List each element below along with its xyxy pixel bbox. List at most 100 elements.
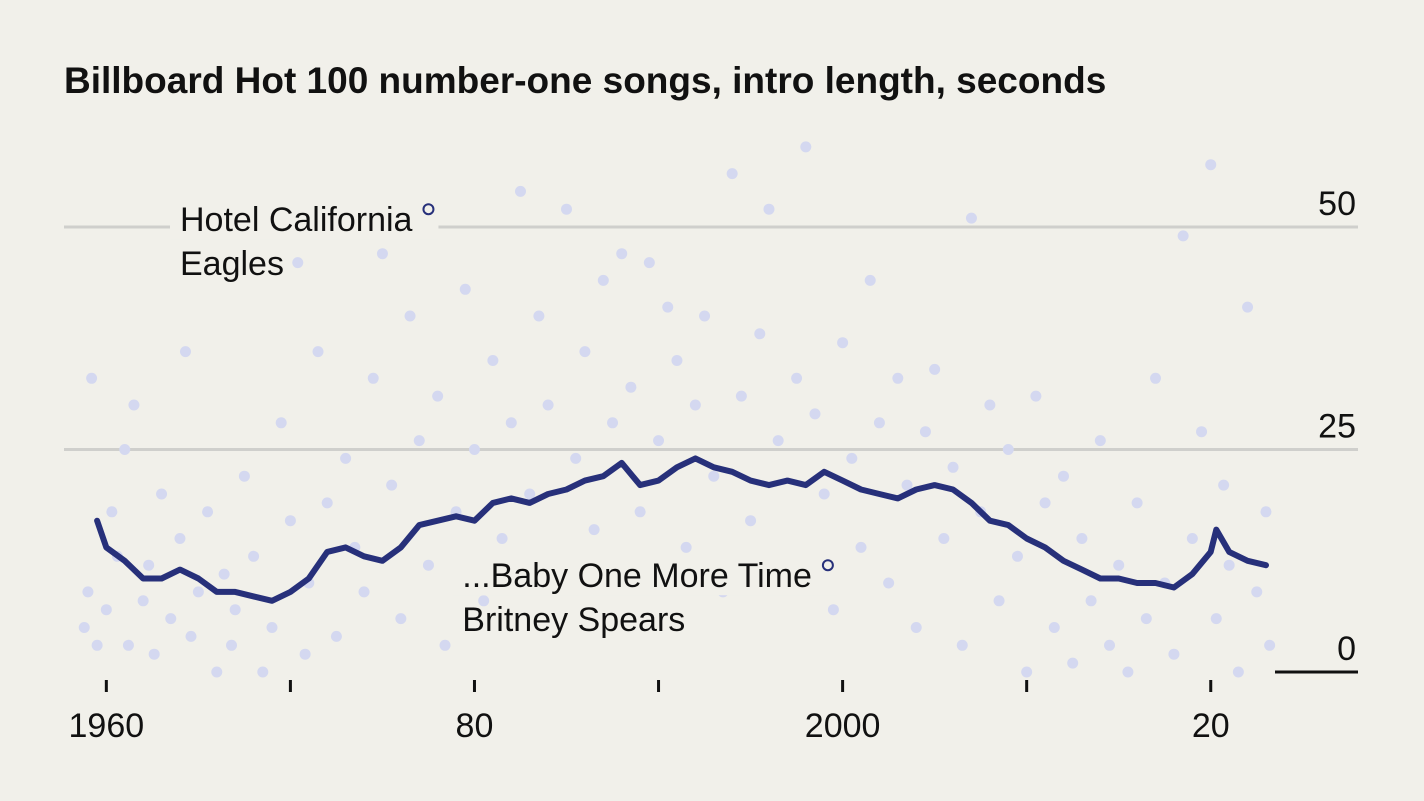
x-tick-label: 80 [456,707,494,745]
dot [496,533,508,544]
dot [745,515,757,527]
dot [1048,622,1060,633]
dot [597,274,609,286]
dot [413,435,425,447]
dot [1113,559,1125,571]
dot [257,666,269,678]
y-tick-label: 50 [1318,185,1356,223]
dot [1186,533,1198,544]
dot [643,257,655,269]
dot [671,355,683,366]
annotation-subtitle: Britney Spears [462,601,685,639]
dot [1104,639,1116,651]
dot [607,417,619,429]
dot [106,506,118,518]
dot [993,595,1005,607]
x-tick-label: 1960 [69,707,145,745]
dot [275,417,287,429]
dot [616,248,628,260]
dot [965,212,977,224]
dot [901,479,913,491]
dot [864,274,876,286]
dot [1131,497,1143,509]
dot [1168,648,1180,660]
dot [404,310,416,322]
dot [1260,506,1272,518]
dot [561,203,573,215]
dot [579,346,591,358]
dot [1030,390,1042,402]
dot [791,372,803,384]
dot [837,337,849,349]
dot [1140,613,1152,625]
dot [122,639,134,651]
dot [128,399,140,411]
dot [82,586,94,598]
dot [929,363,941,375]
dot [1150,372,1162,384]
dot [226,639,238,651]
dot [524,488,536,500]
dot [1094,435,1106,447]
dot [1057,470,1069,482]
annotation-title: Hotel California [180,201,413,239]
dot [763,203,775,215]
dot [1039,497,1051,509]
dot [662,301,674,313]
annotation-marker [422,203,435,216]
annotation-marker [821,559,834,572]
dot [827,604,839,616]
dot [570,452,582,464]
x-tick-label: 20 [1192,707,1230,745]
dot [358,586,370,598]
dot [468,444,480,455]
dot [1218,479,1230,491]
dot [156,488,168,500]
x-tick-label: 2000 [805,707,881,745]
dot [367,372,379,384]
dot [386,479,398,491]
dot [1076,533,1088,544]
dot [754,328,766,340]
dot [174,533,186,544]
y-tick-label: 25 [1318,408,1356,446]
dot [1002,444,1014,455]
dot [487,355,499,366]
dot [846,452,858,464]
dot [1242,301,1254,313]
dot [1177,230,1189,242]
dot [229,604,241,616]
dot [202,506,214,518]
dot [192,586,204,598]
dot [143,559,155,571]
dot [179,346,191,358]
dot [211,666,223,678]
chart-title: Billboard Hot 100 number-one songs, intr… [64,60,1106,101]
dot [883,577,895,589]
dot [119,444,131,455]
dot [86,372,98,384]
dot [919,426,931,438]
dot [625,381,637,393]
dot [910,622,922,633]
dot [1011,550,1023,562]
dot [148,648,160,660]
dot [137,595,149,607]
dot [542,399,554,411]
dot [312,346,324,358]
dot [726,168,738,180]
dot [892,372,904,384]
dot [432,390,444,402]
dot [873,417,885,429]
dot [1122,666,1134,678]
label-background [452,555,838,596]
dot [514,185,526,197]
dot [505,417,517,429]
dot [1232,666,1244,678]
dot [284,515,296,527]
dot [699,310,711,322]
dot [634,506,646,518]
dot [818,488,830,500]
